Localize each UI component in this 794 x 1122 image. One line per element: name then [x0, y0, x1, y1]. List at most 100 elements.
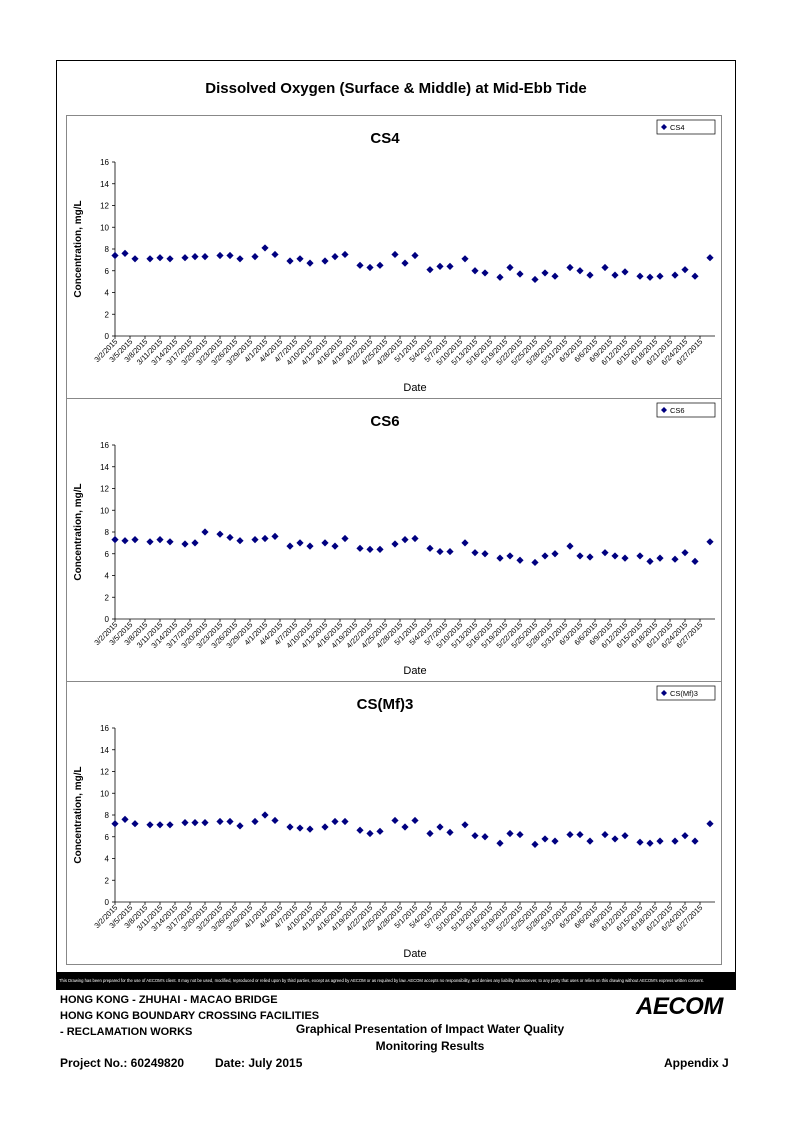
data-point [531, 558, 539, 567]
data-point [286, 823, 294, 831]
data-point [391, 540, 399, 548]
data-point [461, 255, 469, 263]
chart-panel-csmf3: CS(Mf)3 CS(Mf)3 0 2 4 6 8 10 12 14 16 3/2/2015 3/5/2… [66, 681, 722, 965]
data-point [296, 539, 304, 547]
data-point [611, 552, 619, 560]
data-point [471, 267, 479, 275]
chart-title: CS6 [370, 413, 399, 430]
data-point [131, 536, 139, 544]
data-point [356, 544, 364, 552]
y-tick-label: 12 [100, 768, 109, 777]
data-point [681, 266, 689, 274]
y-axis-title: Concentration, mg/L [73, 483, 84, 580]
data-point [611, 271, 619, 279]
data-point [146, 821, 154, 829]
data-point [481, 550, 489, 558]
data-point [496, 839, 504, 847]
data-point [251, 817, 259, 826]
data-point [271, 250, 279, 259]
data-point [286, 542, 294, 550]
data-point [566, 263, 574, 272]
y-tick-label: 6 [105, 833, 110, 842]
data-point [331, 253, 339, 261]
data-point [576, 267, 584, 275]
data-point [166, 821, 174, 829]
data-point [506, 829, 514, 838]
data-point [611, 835, 619, 843]
data-point [691, 837, 699, 845]
data-point [706, 254, 714, 262]
data-point [541, 835, 549, 843]
legend-marker [661, 690, 667, 696]
y-tick-label: 4 [105, 572, 110, 581]
y-axis-title: Concentration, mg/L [73, 200, 84, 297]
data-point [516, 556, 524, 564]
data-point [156, 821, 164, 829]
y-tick-label: 14 [100, 180, 109, 189]
data-point [191, 253, 199, 261]
data-point [226, 533, 234, 542]
data-point [166, 538, 174, 546]
data-point [376, 827, 384, 835]
data-point [201, 253, 209, 261]
legend-box [656, 119, 716, 135]
data-point [181, 254, 189, 262]
data-point [411, 251, 419, 260]
y-tick-label: 8 [105, 245, 110, 254]
data-point [681, 549, 689, 557]
data-point [191, 819, 199, 827]
data-point [656, 837, 664, 845]
y-tick-label: 12 [100, 485, 109, 494]
data-point [601, 549, 609, 557]
data-point [566, 542, 574, 550]
y-axis-title: Concentration, mg/L [73, 766, 84, 863]
data-point [261, 244, 269, 252]
y-tick-label: 10 [100, 506, 109, 515]
data-point [426, 544, 434, 552]
data-point [156, 536, 164, 544]
data-point [216, 251, 224, 260]
data-point [271, 816, 279, 825]
project-line-2: HONG KONG BOUNDARY CROSSING FACILITIES [60, 1010, 320, 1022]
data-point [621, 268, 629, 276]
data-point [366, 263, 374, 272]
data-point [586, 553, 594, 561]
data-point [586, 837, 594, 845]
drawing-date: Date: July 2015 [215, 1056, 303, 1070]
data-point [236, 537, 244, 545]
data-point [506, 552, 514, 560]
data-point [306, 259, 314, 267]
data-point [646, 273, 654, 281]
data-point [376, 545, 384, 553]
data-point [656, 554, 664, 562]
data-point [636, 552, 644, 560]
x-axis-title: Date [403, 665, 426, 677]
data-point [366, 545, 374, 553]
y-tick-label: 4 [105, 289, 110, 298]
data-point [551, 837, 559, 845]
data-point [251, 536, 259, 544]
data-point [446, 547, 454, 556]
data-point [181, 819, 189, 827]
data-point [401, 536, 409, 544]
data-point [236, 822, 244, 830]
data-point [341, 817, 349, 826]
data-point [621, 832, 629, 840]
chart-cs4: CS4CS402468101214163/2/20153/5/20153/8/2… [73, 119, 716, 394]
data-point [516, 830, 524, 839]
data-point [236, 255, 244, 263]
data-point [121, 537, 129, 545]
data-point [566, 830, 574, 839]
data-point [111, 536, 119, 544]
data-point [146, 255, 154, 263]
data-point [531, 840, 539, 848]
data-point [321, 823, 329, 831]
data-point [356, 826, 364, 834]
data-point [636, 838, 644, 846]
data-point [706, 538, 714, 546]
data-point [411, 816, 419, 825]
data-point [321, 257, 329, 265]
data-point [681, 832, 689, 840]
data-point [156, 254, 164, 262]
data-point [191, 539, 199, 547]
